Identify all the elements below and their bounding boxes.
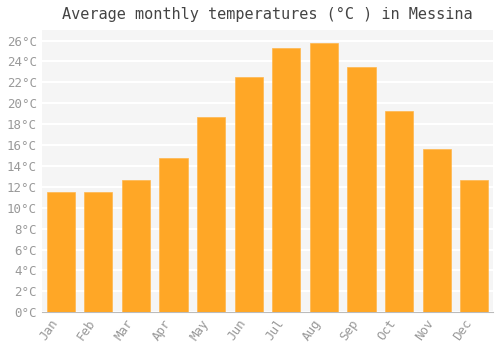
Bar [460, 180, 488, 312]
Bar [197, 117, 225, 312]
Bar [122, 180, 150, 312]
Bar [272, 48, 300, 312]
Title: Average monthly temperatures (°C ) in Messina: Average monthly temperatures (°C ) in Me… [62, 7, 472, 22]
Bar [46, 192, 74, 312]
Bar [84, 192, 112, 312]
Bar [385, 111, 413, 312]
Bar [234, 77, 262, 312]
Bar [160, 158, 188, 312]
Bar [422, 149, 451, 312]
Bar [348, 66, 376, 312]
Bar [310, 43, 338, 312]
